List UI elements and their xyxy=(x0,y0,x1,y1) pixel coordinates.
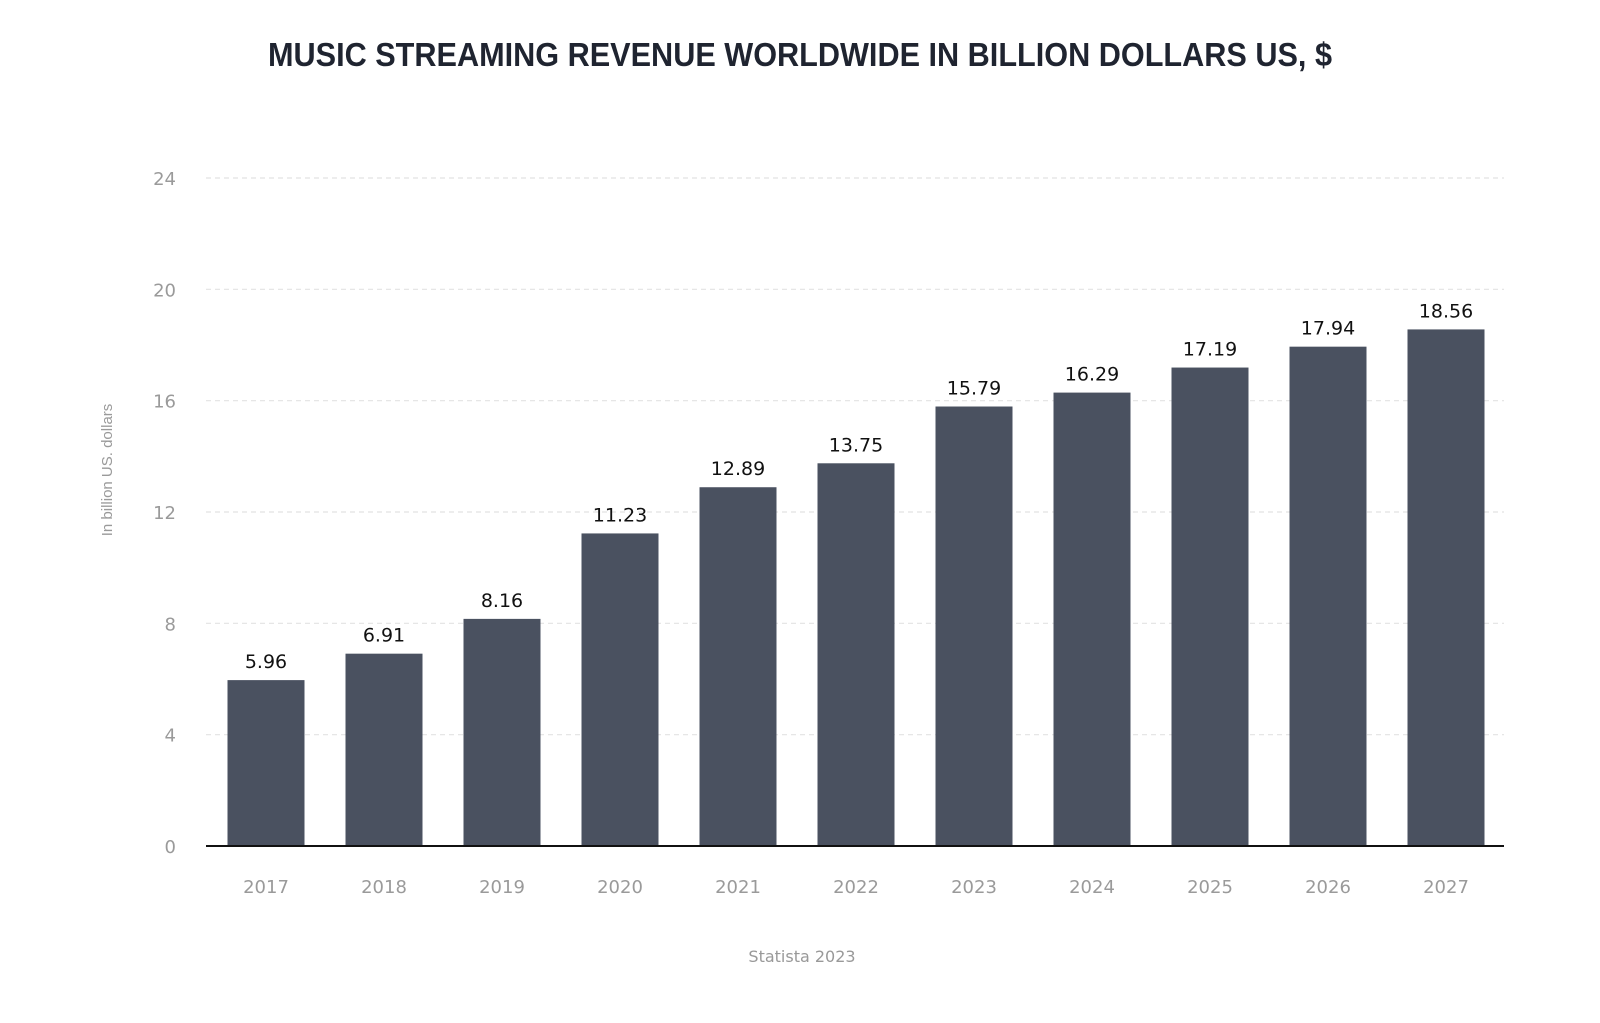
source-label: Statista 2023 xyxy=(748,947,855,966)
x-tick-label: 2018 xyxy=(361,877,407,898)
x-tick-label: 2022 xyxy=(833,877,879,898)
data-label: 12.89 xyxy=(711,458,765,480)
y-axis-label: In billion US. dollars xyxy=(99,404,116,537)
x-tick-label: 2023 xyxy=(951,877,997,898)
x-axis-ticks: 2017 2018 2019 2020 2021 2022 2023 2024 2025 2026… xyxy=(243,877,1469,898)
data-label: 18.56 xyxy=(1419,300,1473,322)
y-axis-ticks: 0 4 8 12 16 20 24 xyxy=(153,169,176,858)
data-label: 8.16 xyxy=(481,590,523,612)
data-label: 6.91 xyxy=(363,625,405,647)
bar-2017 xyxy=(227,680,305,846)
bar-2023 xyxy=(935,406,1013,846)
x-tick-label: 2021 xyxy=(715,877,761,898)
data-label: 15.79 xyxy=(947,378,1001,400)
y-tick-label: 16 xyxy=(153,392,176,413)
y-tick-label: 24 xyxy=(153,169,176,190)
bar-2027 xyxy=(1407,329,1485,846)
bar-2021 xyxy=(699,487,777,846)
bar-2019 xyxy=(463,618,541,846)
data-label: 17.94 xyxy=(1301,318,1355,340)
bar-2020 xyxy=(581,533,659,846)
x-tick-label: 2024 xyxy=(1069,877,1115,898)
x-tick-label: 2017 xyxy=(243,877,289,898)
bar-2018 xyxy=(345,653,423,846)
y-tick-label: 0 xyxy=(165,837,176,858)
bars: 5.96 6.91 8.16 11.23 12.89 13.75 15.79 16.29 17.… xyxy=(227,300,1485,846)
data-label: 13.75 xyxy=(829,434,883,456)
x-tick-label: 2025 xyxy=(1187,877,1233,898)
data-label: 16.29 xyxy=(1065,364,1119,386)
x-tick-label: 2026 xyxy=(1305,877,1351,898)
bar-2025 xyxy=(1171,367,1249,846)
y-tick-label: 20 xyxy=(153,280,176,301)
y-tick-label: 12 xyxy=(153,503,176,524)
bar-2026 xyxy=(1289,346,1367,846)
bar-2022 xyxy=(817,463,895,846)
data-label: 5.96 xyxy=(245,651,287,673)
x-tick-label: 2019 xyxy=(479,877,525,898)
chart-title: MUSIC STREAMING REVENUE WORLDWIDE IN BIL… xyxy=(268,36,1332,73)
data-label: 17.19 xyxy=(1183,339,1237,361)
bar-2024 xyxy=(1053,392,1131,846)
y-tick-label: 8 xyxy=(165,614,176,635)
x-tick-label: 2027 xyxy=(1423,877,1469,898)
data-label: 11.23 xyxy=(593,504,647,526)
y-tick-label: 4 xyxy=(165,726,176,747)
x-tick-label: 2020 xyxy=(597,877,643,898)
